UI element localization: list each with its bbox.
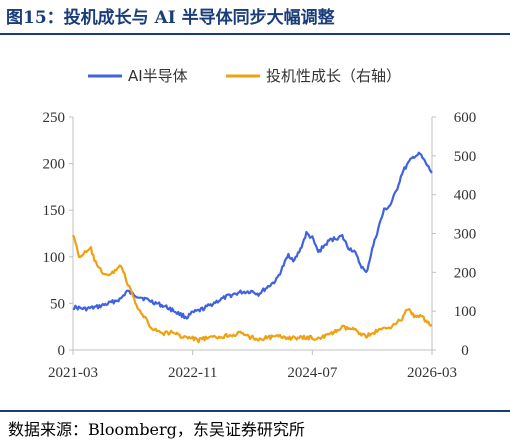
left-tick-label: 0 (58, 343, 66, 359)
source-note: 数据来源：Bloomberg，东吴证券研究所 (8, 420, 305, 439)
right-tick-label: 0 (461, 343, 469, 359)
right-tick-label: 600 (454, 110, 477, 126)
right-tick-label: 500 (454, 149, 477, 165)
axes: 0 50 100 150 200 250 0 100 200 300 400 500 600 2021-0… (43, 110, 477, 381)
left-tick-label: 250 (43, 110, 66, 126)
figure-title: 图15：投机成长与 AI 半导体同步大幅调整 (6, 8, 335, 28)
x-tick-label: 2026-03 (407, 365, 457, 381)
right-tick-label: 200 (454, 265, 477, 281)
left-tick-label: 100 (43, 250, 66, 266)
title-rule (0, 33, 510, 35)
series-line-ai-semiconductor (72, 151, 433, 320)
series-line-speculative-growth (72, 234, 433, 344)
x-tick-label: 2021-03 (48, 365, 98, 381)
right-tick-label: 300 (454, 227, 477, 243)
right-tick-label: 400 (454, 188, 477, 204)
legend-label: AI半导体 (128, 67, 188, 85)
legend: AI半导体 投机性成长（右轴） (88, 67, 401, 85)
legend-label: 投机性成长（右轴） (266, 67, 401, 85)
source-rule (0, 410, 510, 412)
right-tick-label: 100 (454, 304, 477, 320)
left-tick-label: 200 (43, 157, 66, 173)
x-tick-label: 2024-07 (287, 365, 337, 381)
chart-svg: AI半导体 投机性成长（右轴） 0 50 100 150 200 250 0 100 200 300… (43, 67, 477, 381)
series-layer (72, 151, 433, 344)
x-tick-label: 2022-11 (168, 365, 217, 381)
left-tick-label: 50 (50, 296, 65, 312)
left-tick-label: 150 (43, 203, 66, 219)
